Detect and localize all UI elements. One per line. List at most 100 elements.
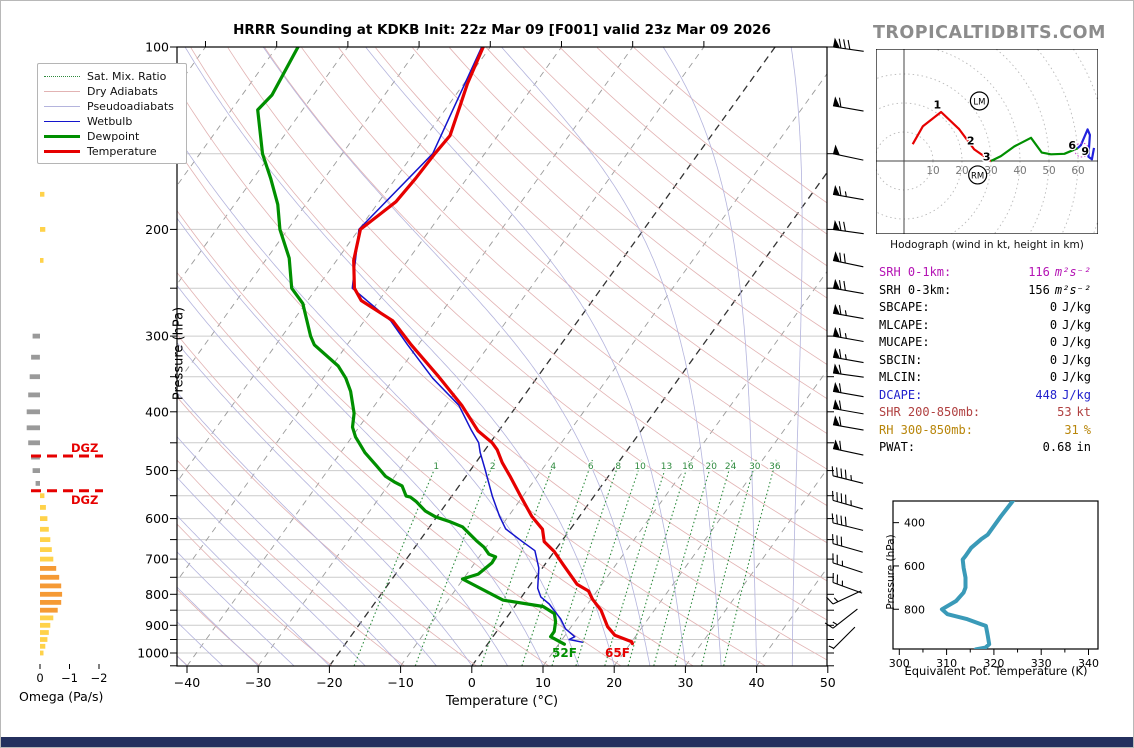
legend-line-swatch — [44, 150, 80, 153]
pseudoadiabat — [263, 47, 651, 666]
skewt-frame — [176, 46, 828, 667]
omega-bar-450 — [28, 440, 40, 446]
wind-barb-910 — [824, 608, 858, 629]
watermark: TROPICALTIDBITS.COM — [873, 23, 1106, 43]
legend-item-label: Wetbulb — [87, 115, 133, 128]
omega-bar-875 — [40, 615, 54, 621]
wind-barb-395 — [832, 399, 864, 415]
stats-value: 0 — [1049, 317, 1058, 332]
wind-barb-610 — [831, 513, 864, 531]
wind-barb-150 — [832, 144, 864, 161]
hodograph-ring-label-10: 10 — [926, 165, 939, 177]
legend-item-dry-adiabats: Dry Adiabats — [44, 84, 180, 99]
temp-tick-label-30: 30 — [677, 675, 693, 690]
wind-barb-250 — [832, 278, 864, 295]
omega-bar-350 — [29, 374, 40, 380]
temp-tick-label--20: −20 — [316, 675, 342, 690]
mixing-ratio-label-1: 1 — [433, 462, 439, 472]
dry-adiabat — [375, 47, 827, 435]
dgz-label-upper: DGZ — [71, 441, 99, 455]
mixing-ratio-line-6 — [521, 459, 594, 666]
legend-item-pseudoadiabats: Pseudoadiabats — [44, 99, 180, 114]
dry-adiabat — [338, 47, 827, 470]
stats-row-dcape: DCAPE: 448 J/kg — [879, 387, 1091, 405]
temp-tick-label--30: −30 — [245, 675, 271, 690]
omega-bar-375 — [28, 392, 40, 398]
stats-unit: kt — [1076, 405, 1091, 419]
wind-barb-460 — [832, 439, 864, 456]
hodograph-ring-label-50: 50 — [1042, 165, 1055, 177]
pressure-tick-label-400: 400 — [145, 404, 169, 419]
hodograph-ring-label-20: 20 — [955, 165, 968, 177]
stats-value: 0 — [1049, 352, 1058, 367]
omega-bar-750 — [40, 574, 60, 580]
stats-value: 0 — [1049, 335, 1058, 349]
theta-e-pressure-axis-title: Pressure (hPa) — [885, 534, 897, 610]
stats-unit: J/kg — [1062, 317, 1091, 332]
wind-barb-225 — [832, 251, 864, 268]
omega-bar-625 — [40, 526, 49, 532]
dgz-label-lower: DGZ — [71, 493, 99, 507]
stats-value: 0 — [1049, 370, 1058, 384]
theta-e-xtick-320: 320 — [983, 657, 1004, 670]
pseudoadiabat — [365, 47, 686, 666]
hodograph-caption: Hodograph (wind in kt, height in km) — [890, 239, 1084, 251]
dry-adiabat — [523, 47, 827, 299]
stats-row-sbcape: SBCAPE: 0 J/kg — [879, 299, 1091, 317]
legend-line-swatch — [44, 91, 80, 92]
page-title: HRRR Sounding at KDKB Init: 22z Mar 09 [… — [233, 22, 771, 38]
omega-bar-900 — [40, 622, 51, 628]
legend: Sat. Mix. Ratio Dry Adiabats Pseudoadiabat… — [37, 63, 187, 164]
pseudoadiabat — [177, 284, 508, 666]
pseudoadiabat — [177, 476, 366, 666]
wind-barb-370 — [832, 382, 864, 398]
hodograph-trace-0-3km — [911, 110, 992, 162]
stats-label: SRH 0-1km: — [879, 265, 952, 279]
omega-bar-400 — [26, 409, 40, 415]
mixing-ratio-label-2: 2 — [490, 462, 496, 472]
dry-adiabat — [449, 47, 827, 365]
stats-row-mlcin: MLCIN: 0 J/kg — [879, 369, 1091, 387]
stats-value: 448 — [1035, 387, 1058, 402]
pseudoadiabat — [177, 551, 295, 666]
pseudoadiabat — [184, 47, 615, 666]
stats-label: MUCAPE: — [879, 335, 930, 349]
omega-axis-title: Omega (Pa/s) — [19, 689, 104, 704]
mixing-ratio-line-16 — [627, 459, 690, 666]
stats-value: 116 — [1028, 265, 1050, 279]
storm-motion-marker — [1074, 142, 1090, 158]
dry-adiabat — [177, 333, 549, 666]
wind-barb-275 — [832, 303, 864, 320]
pressure-tick-label-300: 300 — [145, 329, 169, 344]
temp-tick-label-20: 20 — [606, 675, 622, 690]
pressure-axis-title: Pressure (hPa) — [171, 306, 187, 401]
dry-adiabat — [177, 85, 827, 661]
stats-unit: J/kg — [1062, 335, 1091, 349]
theta-e-curve — [939, 501, 1015, 649]
pressure-tick-label-700: 700 — [145, 552, 169, 567]
stats-label: DCAPE: — [879, 387, 923, 402]
wind-barb-830 — [826, 590, 862, 605]
stats-value: 156 — [1028, 282, 1050, 297]
pressure-tick-label-600: 600 — [145, 511, 169, 526]
pseudoadiabat — [177, 341, 473, 666]
mixing-ratio-line-1 — [353, 459, 439, 666]
temp-tick-label-50: 50 — [820, 675, 836, 690]
stats-unit: m²s⁻² — [1054, 265, 1091, 279]
hodograph-trace-3-6km — [990, 136, 1079, 162]
mixing-ratio-label-20: 20 — [706, 462, 718, 472]
dry-adiabat — [227, 47, 827, 582]
dry-adiabat — [177, 523, 333, 666]
hodograph-marker-label-RM: RM — [971, 171, 984, 181]
omega-bar-300 — [32, 333, 40, 339]
mixing-ratio-label-24: 24 — [725, 462, 737, 472]
stats-label: SBCAPE: — [879, 300, 930, 314]
omega-bar-650 — [40, 537, 51, 542]
hodograph-height-label-9: 9 — [1081, 145, 1089, 158]
legend-item-label: Dry Adiabats — [87, 85, 158, 98]
pressure-tick-label-1000: 1000 — [137, 646, 169, 661]
pressure-tick-label-800: 800 — [145, 587, 169, 602]
omega-bar-850 — [40, 607, 58, 613]
stats-unit: J/kg — [1062, 370, 1091, 384]
isotherm--40 — [186, 47, 634, 666]
